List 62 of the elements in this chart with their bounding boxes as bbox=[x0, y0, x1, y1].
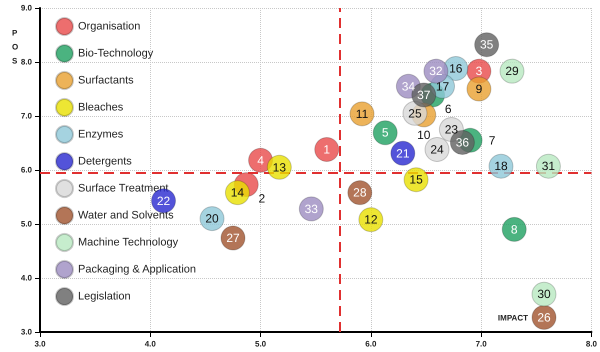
annotation: 12 bbox=[364, 212, 378, 227]
x-tick-label: 8.0 bbox=[586, 340, 598, 348]
legend-label: Surface Treatment bbox=[78, 182, 168, 194]
x-axis-title: IMPACT bbox=[498, 314, 528, 322]
annotation: 37 bbox=[417, 88, 431, 102]
legend-label: Bleaches bbox=[78, 102, 124, 114]
annotation: 1 bbox=[323, 142, 330, 156]
annotation: 24 bbox=[430, 142, 444, 156]
y-tick-label: 5.0 bbox=[20, 220, 33, 228]
legend-label: Water and Solvents bbox=[78, 210, 174, 222]
y-tick-label: 4.0 bbox=[20, 274, 33, 282]
annotation: 13 bbox=[272, 160, 286, 174]
y-tick-label: 6.0 bbox=[20, 166, 33, 174]
annotation: 28 bbox=[353, 186, 367, 200]
annotation: 18 bbox=[494, 159, 508, 174]
y-tick-label: 9.0 bbox=[20, 4, 33, 12]
annotation: 20 bbox=[205, 212, 220, 226]
legend-label: Bio-Technology bbox=[78, 48, 154, 60]
annotation: 27 bbox=[226, 231, 240, 246]
annotation: 14 bbox=[230, 186, 244, 200]
annotation: 32 bbox=[429, 64, 443, 78]
annotation: 21 bbox=[396, 146, 410, 160]
legend-label: Organisation bbox=[78, 20, 140, 32]
annotation: 25 bbox=[408, 106, 422, 120]
y-tick-label: 3.0 bbox=[20, 328, 33, 336]
annotation: 36 bbox=[456, 135, 470, 150]
legend-label: Surfactants bbox=[78, 74, 134, 86]
legend-label: Detergents bbox=[78, 156, 132, 168]
annotation: 29 bbox=[505, 64, 520, 78]
annotation: 35 bbox=[480, 38, 494, 52]
annotation: 10 bbox=[417, 128, 431, 142]
x-tick-label: 6.0 bbox=[365, 340, 377, 348]
annotation: 34 bbox=[402, 79, 416, 94]
annotation: 23 bbox=[444, 122, 458, 136]
annotation: 4 bbox=[257, 153, 264, 168]
legend-label: Packaging & Application bbox=[78, 264, 196, 276]
annotation: 11 bbox=[356, 106, 369, 121]
x-tick-label: 4.0 bbox=[144, 340, 156, 348]
x-tick-label: 5.0 bbox=[255, 340, 267, 348]
annotation: 8 bbox=[510, 222, 518, 236]
annotation: 26 bbox=[537, 310, 552, 324]
annotation: 3 bbox=[476, 64, 483, 78]
y-tick-label: 8.0 bbox=[20, 58, 33, 66]
annotation: 15 bbox=[409, 172, 424, 187]
y-tick-label: 7.0 bbox=[20, 112, 33, 120]
annotation: 16 bbox=[449, 61, 463, 76]
legend-label: Enzymes bbox=[78, 128, 124, 140]
annotation: 5 bbox=[382, 126, 389, 140]
annotation: 33 bbox=[304, 202, 318, 216]
legend-label: Machine Technology bbox=[78, 236, 179, 248]
annotation: 9 bbox=[476, 82, 483, 96]
annotation: 31 bbox=[542, 159, 556, 174]
annotation: 2 bbox=[258, 192, 266, 206]
x-tick-label: 3.0 bbox=[34, 340, 46, 348]
annotation: 22 bbox=[156, 194, 171, 208]
annotation: 30 bbox=[537, 287, 552, 302]
legend-label: Legislation bbox=[78, 290, 131, 302]
annotation: 6 bbox=[444, 102, 452, 116]
y-axis-title: POS bbox=[12, 28, 18, 66]
annotation: 17 bbox=[436, 79, 450, 94]
x-tick-label: 7.0 bbox=[476, 340, 488, 348]
annotation: 7 bbox=[488, 133, 496, 148]
